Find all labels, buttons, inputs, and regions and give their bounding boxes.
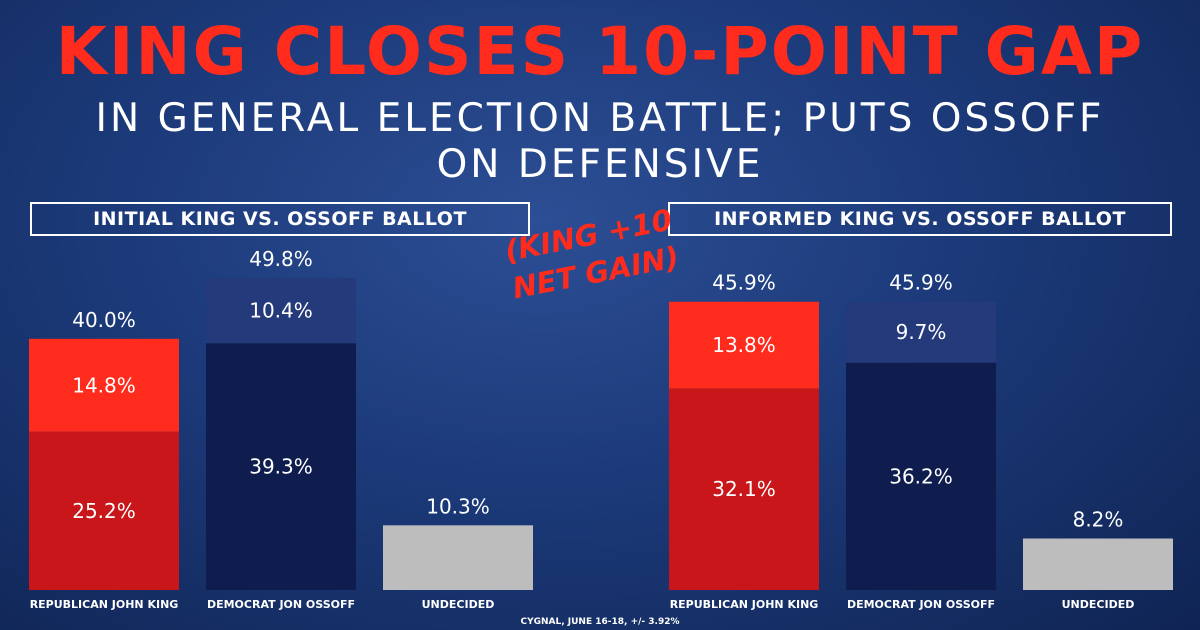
initial-republican-john-king-lean-bar <box>29 338 179 432</box>
informed-democrat-jon-ossoff-base-bar <box>846 362 996 590</box>
informed-republican-john-king-lean-label: 13.8% <box>712 333 776 357</box>
initial-undecided-category-label: UNDECIDED <box>422 598 495 611</box>
initial-undecided-total-label: 10.3% <box>426 494 490 518</box>
initial-ballot-title: INITIAL KING VS. OSSOFF BALLOT <box>30 202 530 236</box>
informed-undecided-category-label: UNDECIDED <box>1062 598 1135 611</box>
initial-republican-john-king-total-label: 40.0% <box>72 308 136 332</box>
initial-republican-john-king-base-label: 25.2% <box>72 499 136 523</box>
informed-democrat-jon-ossoff-total-label: 45.9% <box>889 271 953 295</box>
headline: KING CLOSES 10-POINT GAP <box>55 13 1145 90</box>
source-note: CYGNAL, JUNE 16-18, +/- 3.92% <box>520 617 680 627</box>
subheadline-line-1: IN GENERAL ELECTION BATTLE; PUTS OSSOFF <box>95 96 1105 141</box>
informed-republican-john-king-base-bar <box>669 388 819 590</box>
subheadline-line-2: ON DEFENSIVE <box>436 142 764 187</box>
initial-undecided-base-bar <box>383 525 533 590</box>
informed-undecided-total-label: 8.2% <box>1073 508 1124 532</box>
informed-republican-john-king-lean-bar <box>669 301 819 389</box>
initial-republican-john-king-lean-label: 14.8% <box>72 373 136 397</box>
informed-undecided-base-bar <box>1023 538 1173 590</box>
initial-republican-john-king-base-bar <box>29 431 179 590</box>
informed-democrat-jon-ossoff-lean-bar <box>846 301 996 363</box>
informed-republican-john-king-total-label: 45.9% <box>712 271 776 295</box>
informed-republican-john-king-base-label: 32.1% <box>712 477 776 501</box>
initial-democrat-jon-ossoff-base-bar <box>206 343 356 590</box>
informed-republican-john-king-category-label: REPUBLICAN JOHN KING <box>670 598 819 611</box>
initial-democrat-jon-ossoff-lean-label: 10.4% <box>249 299 313 323</box>
initial-democrat-jon-ossoff-total-label: 49.8% <box>249 247 313 271</box>
initial-democrat-jon-ossoff-base-label: 39.3% <box>249 455 313 479</box>
informed-democrat-jon-ossoff-lean-label: 9.7% <box>896 320 947 344</box>
subheadline: IN GENERAL ELECTION BATTLE; PUTS OSSOFF … <box>0 96 1200 188</box>
initial-democrat-jon-ossoff-lean-bar <box>206 277 356 344</box>
informed-democrat-jon-ossoff-category-label: DEMOCRAT JON OSSOFF <box>847 598 995 611</box>
initial-democrat-jon-ossoff-category-label: DEMOCRAT JON OSSOFF <box>207 598 355 611</box>
informed-ballot-title: INFORMED KING VS. OSSOFF BALLOT <box>668 202 1172 236</box>
informed-democrat-jon-ossoff-base-label: 36.2% <box>889 464 953 488</box>
initial-republican-john-king-category-label: REPUBLICAN JOHN KING <box>30 598 179 611</box>
